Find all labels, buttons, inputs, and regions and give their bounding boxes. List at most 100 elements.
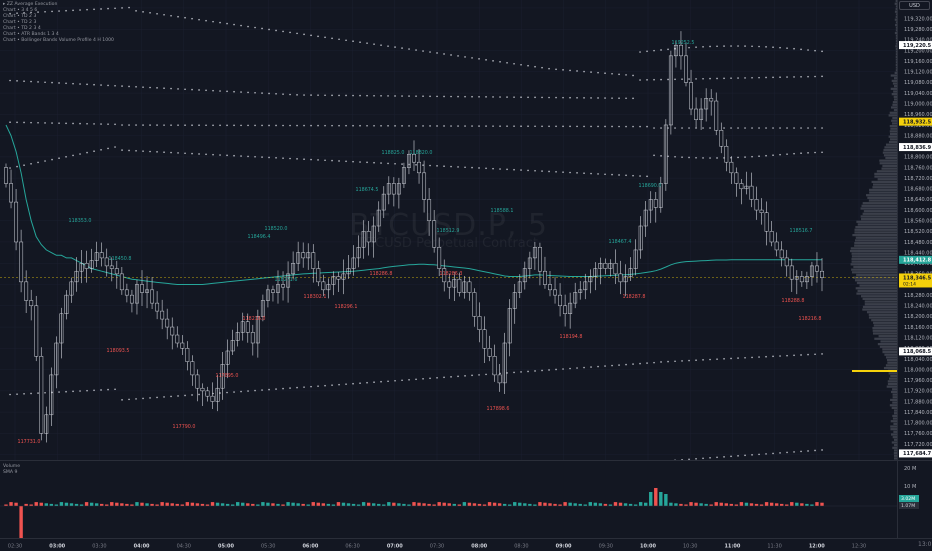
volume-profile-bar xyxy=(880,162,897,164)
volume-bar xyxy=(40,503,43,506)
volume-bar xyxy=(387,502,390,506)
volume-bar xyxy=(291,503,294,506)
volume-profile-bar xyxy=(874,173,897,175)
price-tick-label: 118,560.000 xyxy=(904,218,932,224)
volume-bar xyxy=(679,504,682,506)
candle xyxy=(211,382,214,409)
candle-body xyxy=(558,295,561,306)
time-axis[interactable]: 02:30 03:00 03:30 04:00 04:30 05:00 05:30 06:00… xyxy=(0,538,932,551)
volume-bar xyxy=(271,503,274,506)
price-tick-label: 118,960.000 xyxy=(904,112,932,118)
corner-time-label[interactable]: 13:0 xyxy=(918,541,930,549)
candle xyxy=(785,250,788,277)
currency-button[interactable]: USD xyxy=(899,1,930,10)
candle-body xyxy=(604,263,607,268)
volume-profile-bar xyxy=(882,165,897,167)
volume-profile-bar xyxy=(879,335,897,337)
volume-profile-bar xyxy=(890,133,897,135)
candle xyxy=(498,364,501,392)
volume-profile-bar xyxy=(874,324,897,326)
volume-bar xyxy=(528,504,531,506)
volume-bar xyxy=(669,503,672,506)
volume-profile-bar xyxy=(869,199,897,201)
volume-profile-bar xyxy=(852,261,897,263)
indicator-legend[interactable]: ▸ ZZ Average Execution Chart • 3 4 5 6 C… xyxy=(3,2,114,44)
volume-bar xyxy=(372,503,375,506)
volume-legend[interactable]: Volume SMA 9 xyxy=(3,464,20,476)
volume-profile-bar xyxy=(873,330,897,332)
volume-profile-bar xyxy=(862,308,897,310)
candle-body xyxy=(4,168,7,184)
volume-profile-bar xyxy=(851,269,897,271)
legend-line[interactable]: Chart • Bollinger Bands Volume Profile 4… xyxy=(3,38,114,44)
volume-bar xyxy=(503,504,506,506)
candle-body xyxy=(684,56,687,83)
pivot-label: 118690.0 xyxy=(639,183,662,189)
candle xyxy=(397,178,400,209)
candle xyxy=(271,286,274,302)
candle-body xyxy=(165,319,168,327)
candle-body xyxy=(322,282,325,290)
volume-marker-label: 1.07M xyxy=(901,503,915,509)
volume-bar xyxy=(699,503,702,506)
volume-bar xyxy=(70,503,73,506)
volume-profile-bar xyxy=(890,112,897,114)
pane-separator[interactable] xyxy=(0,460,932,461)
volume-bar xyxy=(488,502,491,506)
volume-legend-line[interactable]: SMA 9 xyxy=(3,470,20,476)
candle xyxy=(226,340,229,379)
volume-pane[interactable] xyxy=(0,461,897,538)
volume-bar xyxy=(261,502,264,506)
price-marker-label: 118,836.9 xyxy=(903,145,932,151)
price-tick-label: 118,160.000 xyxy=(904,325,932,331)
candle-body xyxy=(780,250,783,258)
candle-body xyxy=(709,98,712,101)
candle xyxy=(548,271,551,296)
volume-bar xyxy=(191,503,194,506)
price-axis[interactable]: 119,320.000 119,280.000 119,240.000 119,200… xyxy=(897,0,932,460)
volume-profile-bar xyxy=(888,383,897,385)
candle xyxy=(568,293,571,329)
price-tick-label: 118,480.000 xyxy=(904,240,932,246)
pivot-label: 118216.0 xyxy=(243,316,266,322)
candle-body xyxy=(448,282,451,287)
volume-profile-bar xyxy=(865,303,897,305)
price-marker-label: 118,346.5 xyxy=(903,275,932,281)
volume-profile-bar xyxy=(878,178,897,180)
price-tick-label: 118,040.000 xyxy=(904,357,932,363)
volume-bar xyxy=(226,504,229,506)
volume-profile-bar xyxy=(886,364,897,366)
volume-bar xyxy=(115,503,118,506)
volume-profile-bar xyxy=(867,197,897,199)
volume-bar xyxy=(422,503,425,506)
volume-profile-bar xyxy=(874,175,897,177)
pivot-label: 118216.8 xyxy=(799,316,822,322)
candle-body xyxy=(271,290,274,293)
candle xyxy=(140,270,143,306)
pivot-label: 118825.0 xyxy=(382,150,405,156)
volume-bar xyxy=(352,504,355,506)
candle-body xyxy=(201,388,204,391)
candle-body xyxy=(543,271,546,284)
candle xyxy=(669,51,672,135)
volume-bar xyxy=(543,503,546,506)
candle xyxy=(171,317,174,349)
volume-axis[interactable]: 20 M10 M03.02M1.07M xyxy=(897,461,932,538)
candle xyxy=(528,252,531,279)
candle xyxy=(317,261,320,286)
candle-body xyxy=(478,316,481,329)
volume-bar xyxy=(740,502,743,506)
volume-bar xyxy=(720,503,723,506)
candle-body xyxy=(694,109,697,120)
candle xyxy=(85,251,88,283)
candle xyxy=(206,387,209,402)
volume-bar xyxy=(412,502,415,506)
candle xyxy=(579,281,582,300)
volume-profile-bar xyxy=(884,154,897,156)
candle xyxy=(573,283,576,308)
pivot-label: 117790.0 xyxy=(173,424,196,430)
volume-bar xyxy=(599,503,602,506)
volume-profile-bar xyxy=(889,141,897,143)
price-tick-label: 118,880.000 xyxy=(904,133,932,139)
candle xyxy=(322,275,325,296)
